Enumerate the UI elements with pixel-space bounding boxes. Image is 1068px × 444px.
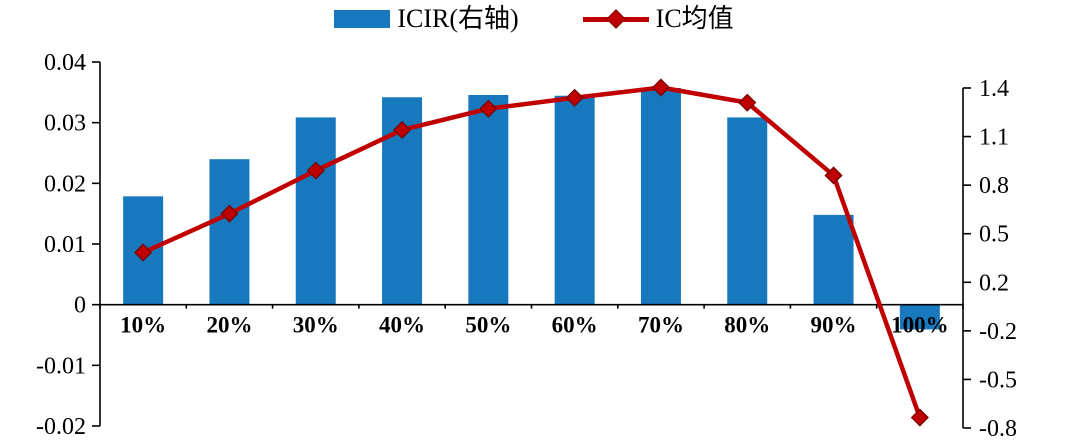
diamond-marker-40% [392, 120, 412, 140]
x-axis-category-label: 70% [638, 313, 684, 338]
legend-label-icir: ICIR(右轴) [397, 4, 519, 33]
diamond-marker-80% [738, 93, 757, 112]
right-axis-tick-label: 0.2 [979, 270, 1009, 296]
x-axis-category-label: 20% [206, 313, 252, 338]
diamond-marker-70% [651, 78, 671, 97]
right-axis-tick-label: -0.8 [979, 416, 1017, 442]
left-axis-tick-label: 0.04 [44, 50, 86, 76]
bar-60% [554, 95, 595, 305]
legend-label-ic-mean: IC均值 [655, 4, 734, 33]
bar-90% [813, 214, 854, 305]
x-axis-category-label: 90% [811, 313, 857, 338]
right-axis-tick-label: 1.4 [979, 76, 1009, 102]
diamond-marker-30% [306, 161, 325, 180]
legend-item-ic-mean: IC均值 [582, 4, 734, 34]
diamond-marker-50% [479, 99, 498, 118]
diamond-marker-10% [134, 243, 153, 262]
bar-20% [209, 159, 250, 305]
chart-legend: ICIR(右轴) IC均值 [0, 4, 1068, 34]
bar-80% [727, 117, 768, 305]
x-axis-category-label: 60% [552, 313, 598, 338]
x-axis-category-label: 100% [891, 313, 949, 338]
bar-swatch-icon [334, 10, 391, 28]
right-axis-tick-label: -0.5 [979, 367, 1017, 393]
bar-100% [899, 304, 940, 330]
x-axis-category-label: 80% [724, 313, 770, 338]
diamond-marker-20% [220, 204, 239, 223]
diamond-marker-icon [607, 10, 625, 27]
bar-50% [468, 94, 509, 305]
right-axis-tick-label: -0.2 [979, 319, 1017, 345]
line-swatch-icon [582, 10, 649, 27]
diamond-marker-60% [565, 88, 584, 107]
x-axis-category-label: 30% [293, 313, 339, 338]
left-axis-tick-label: 0.03 [44, 111, 86, 137]
x-axis-category-label: 50% [465, 313, 511, 338]
right-axis-tick-label: 1.1 [979, 125, 1009, 151]
left-axis-tick-label: -0.01 [36, 353, 86, 379]
bar-30% [295, 117, 336, 305]
bar-70% [640, 88, 681, 305]
left-axis-tick-label: 0.01 [44, 232, 86, 258]
x-axis-category-label: 10% [120, 313, 166, 338]
left-axis-tick-label: -0.02 [36, 414, 86, 440]
ic-mean-line [142, 85, 922, 419]
left-axis-tick-label: 0 [74, 293, 86, 319]
x-axis-category-label: 40% [379, 313, 425, 338]
diamond-marker-90% [824, 166, 843, 185]
legend-item-icir: ICIR(右轴) [334, 4, 519, 34]
right-axis-tick-label: 0.5 [979, 222, 1009, 248]
diamond-marker-100% [910, 408, 929, 427]
right-axis-tick-label: 0.8 [979, 173, 1009, 199]
left-axis-tick-label: 0.02 [44, 171, 86, 197]
